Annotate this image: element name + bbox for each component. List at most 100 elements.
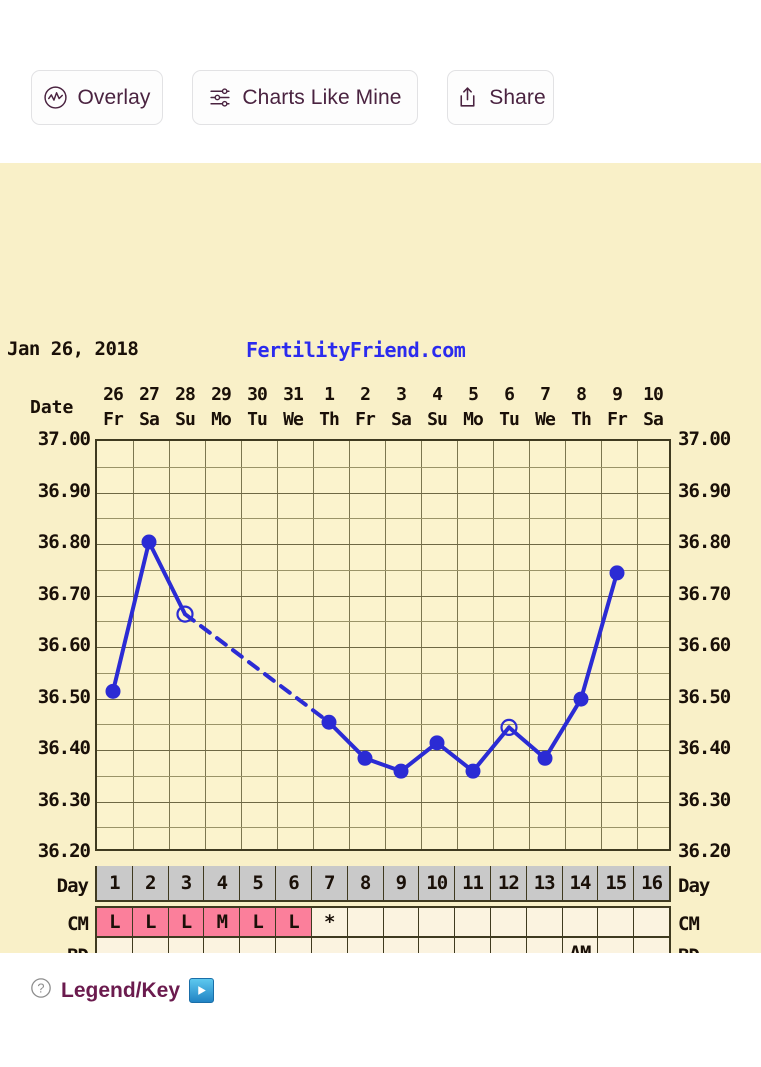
date-cell: 30: [247, 384, 268, 405]
chart-date: Jan 26, 2018: [7, 338, 139, 360]
share-button[interactable]: Share: [447, 70, 554, 125]
cervical-mucus-cell[interactable]: [384, 908, 420, 936]
grid-line-vertical: [349, 441, 350, 849]
day-cell: 12: [491, 866, 527, 900]
cervical-mucus-cell[interactable]: L: [168, 908, 205, 936]
cervical-mucus-cell[interactable]: [419, 908, 456, 936]
intercourse-cell[interactable]: [419, 938, 456, 953]
charts-like-mine-button[interactable]: Charts Like Mine: [192, 70, 418, 125]
grid-line-horizontal: [97, 750, 669, 751]
intercourse-cell[interactable]: [133, 938, 169, 953]
temperature-point[interactable]: [429, 735, 445, 751]
intercourse-cell[interactable]: AM: [563, 938, 599, 953]
cervical-mucus-cell[interactable]: [634, 908, 669, 936]
cervical-mucus-cell[interactable]: [455, 908, 491, 936]
temperature-point[interactable]: [393, 763, 409, 779]
grid-line-vertical: [457, 441, 458, 849]
share-button-label: Share: [489, 85, 546, 109]
cervical-mucus-cell[interactable]: L: [276, 908, 312, 936]
temperature-point-discarded[interactable]: [500, 718, 518, 736]
cervical-mucus-cell[interactable]: [348, 908, 384, 936]
cervical-mucus-cell[interactable]: L: [132, 908, 169, 936]
cervical-mucus-row[interactable]: L L L M L L *: [95, 906, 671, 938]
intercourse-cell[interactable]: [204, 938, 241, 953]
question-circle-icon: ?: [30, 977, 52, 1004]
cervical-mucus-cell[interactable]: *: [312, 908, 348, 936]
weekday-cell: Sa: [643, 409, 664, 430]
overlay-button[interactable]: Overlay: [31, 70, 163, 125]
intercourse-cell[interactable]: [384, 938, 420, 953]
temperature-point[interactable]: [573, 691, 589, 707]
legend-key-button[interactable]: ? Legend/Key: [30, 977, 215, 1004]
day-cell: 3: [169, 866, 205, 900]
date-number-row: 26 27 28 29 30 31 1 2 3 4 5 6 7 8 9 10: [95, 384, 671, 408]
intercourse-cell[interactable]: [455, 938, 491, 953]
weekday-cell: Fr: [607, 409, 628, 430]
intercourse-cell[interactable]: [169, 938, 205, 953]
grid-line-horizontal: [97, 647, 669, 648]
sliders-icon: [208, 85, 233, 110]
day-cell: 4: [204, 866, 241, 900]
grid-line-vertical: [241, 441, 242, 849]
cervical-mucus-cell[interactable]: [598, 908, 635, 936]
temperature-point-discarded[interactable]: [176, 605, 194, 623]
intercourse-cell[interactable]: [491, 938, 527, 953]
day-cell: 11: [455, 866, 491, 900]
grid-line-horizontal: [97, 724, 669, 726]
weekday-cell: Mo: [211, 409, 232, 430]
y-axis-tick-label: 36.30: [678, 788, 731, 811]
temperature-line-segment: [579, 570, 619, 702]
intercourse-cell[interactable]: [598, 938, 635, 953]
temperature-data-layer: [105, 534, 625, 779]
day-cell: 8: [348, 866, 384, 900]
y-axis-tick-label: 36.60: [678, 634, 731, 656]
date-row-label: Date: [30, 397, 74, 418]
date-cell: 9: [612, 384, 623, 405]
cervical-mucus-cell[interactable]: [491, 908, 527, 936]
cervical-mucus-cell[interactable]: M: [204, 908, 241, 936]
temperature-point[interactable]: [537, 750, 553, 766]
cervical-mucus-cell[interactable]: L: [97, 908, 133, 936]
weekday-cell: Th: [571, 409, 592, 430]
grid-line-horizontal: [97, 492, 669, 494]
date-cell: 29: [211, 384, 232, 405]
weekday-cell: Mo: [463, 409, 484, 430]
temperature-line-segment: [111, 540, 151, 694]
weekday-cell: Th: [319, 409, 340, 430]
date-cell: 26: [103, 384, 124, 405]
cervical-mucus-cell[interactable]: L: [240, 908, 277, 936]
grid-line-vertical: [493, 441, 494, 849]
date-cell: 31: [283, 384, 304, 405]
weekday-cell: Fr: [355, 409, 376, 430]
intercourse-cell[interactable]: [348, 938, 384, 953]
grid-line-horizontal: [97, 569, 669, 571]
date-cell: 6: [504, 384, 515, 405]
temperature-point[interactable]: [609, 565, 625, 581]
intercourse-cell[interactable]: [312, 938, 348, 953]
intercourse-cell[interactable]: [97, 938, 133, 953]
fertility-chart: Jan 26, 2018 FertilityFriend.com Date 26…: [0, 163, 761, 953]
legend-bar: ? Legend/Key: [0, 953, 761, 1067]
y-axis-tick-label: 37.00: [37, 428, 91, 450]
temperature-point[interactable]: [141, 534, 157, 550]
date-cell: 2: [360, 384, 371, 405]
temperature-point[interactable]: [465, 763, 481, 779]
temperature-point[interactable]: [357, 750, 373, 766]
y-axis-tick-label: 36.60: [37, 634, 91, 656]
play-triangle-icon[interactable]: [189, 978, 215, 1003]
temperature-point[interactable]: [321, 714, 337, 730]
y-axis-tick-label: 36.80: [678, 531, 731, 553]
intercourse-cell[interactable]: [527, 938, 563, 953]
cervical-mucus-cell[interactable]: [563, 908, 599, 936]
intercourse-cell[interactable]: [276, 938, 312, 953]
y-axis-tick-label: 36.50: [37, 685, 91, 708]
intercourse-cell[interactable]: [634, 938, 669, 953]
intercourse-cell[interactable]: [240, 938, 277, 953]
grid-line-horizontal: [97, 595, 669, 597]
intercourse-row[interactable]: AM: [95, 938, 671, 953]
svg-text:?: ?: [37, 981, 44, 996]
cervical-mucus-cell[interactable]: [527, 908, 563, 936]
y-axis-tick-label: 36.20: [37, 840, 91, 862]
temperature-point[interactable]: [105, 683, 121, 699]
date-cell: 10: [643, 384, 664, 405]
